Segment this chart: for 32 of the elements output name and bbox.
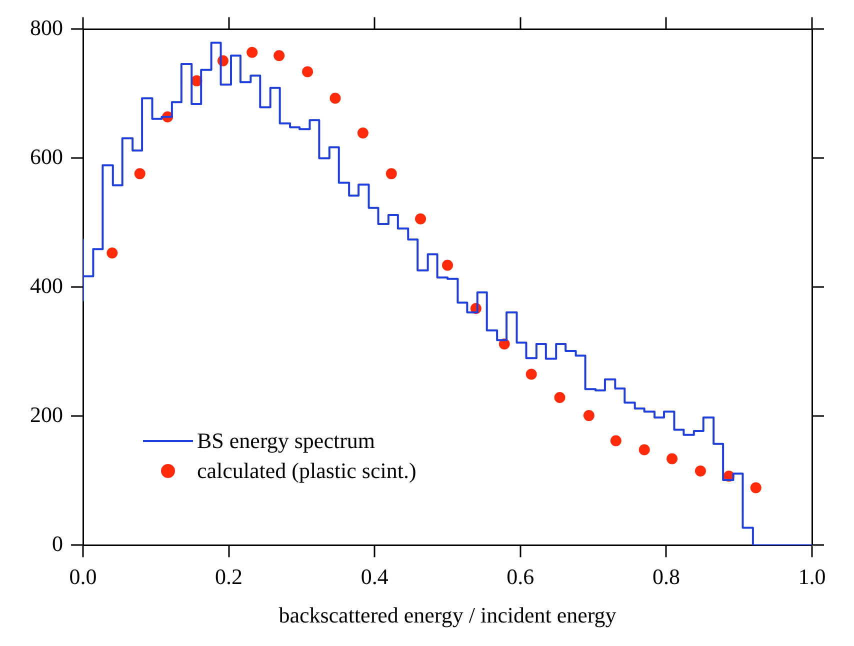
x-tick-label: 0.8 <box>652 564 680 590</box>
point <box>415 213 426 224</box>
point <box>638 444 650 456</box>
text: 1.0 <box>798 564 826 590</box>
point <box>694 466 706 477</box>
point <box>106 248 118 259</box>
point <box>246 46 258 58</box>
point <box>302 66 314 78</box>
y-tick-label: 400 <box>30 272 63 298</box>
point <box>526 368 537 380</box>
y-tick-label: 200 <box>30 402 63 427</box>
x-tick-label: 0.4 <box>360 564 388 590</box>
x-tick-label: 0.6 <box>506 564 534 590</box>
point <box>610 435 622 446</box>
y-tick-label: 800 <box>30 14 63 40</box>
point <box>386 168 397 180</box>
y-tick-label: 0 <box>52 530 63 556</box>
legend-label: calculated (plastic scint.) <box>197 457 416 485</box>
point <box>330 92 341 104</box>
y-tick-label: 600 <box>30 144 63 169</box>
point <box>357 128 368 139</box>
point <box>274 50 285 62</box>
point <box>750 482 762 494</box>
text: 0.0 <box>69 564 97 590</box>
x-axis-title: backscattered energy / incident energy <box>278 602 616 628</box>
point <box>134 168 146 180</box>
legend-label: BS energy spectrum <box>197 427 376 455</box>
x-tick-label: 0.2 <box>215 564 243 590</box>
point <box>583 410 594 422</box>
point <box>442 260 453 271</box>
point <box>666 453 678 464</box>
point <box>554 392 566 403</box>
